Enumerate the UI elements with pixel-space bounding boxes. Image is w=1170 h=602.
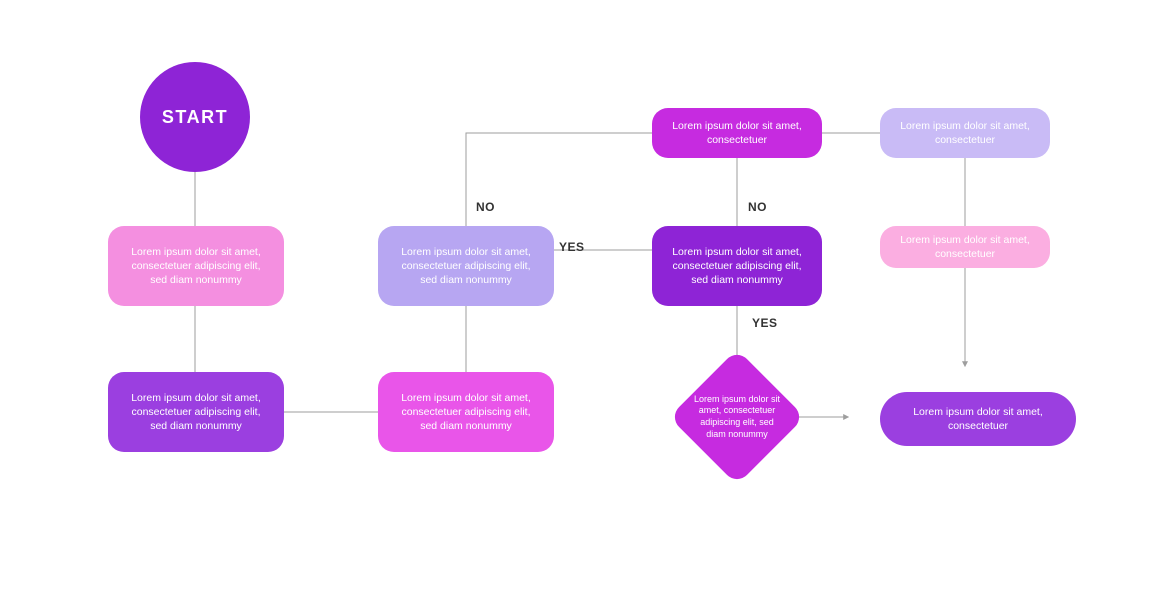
node-end: Lorem ipsum dolor sit amet, consectetuer bbox=[880, 392, 1076, 446]
node-top2-label: Lorem ipsum dolor sit amet, consectetuer bbox=[896, 119, 1034, 147]
node-b1: Lorem ipsum dolor sit amet, consectetuer… bbox=[378, 226, 554, 306]
flowchart-canvas: START Lorem ipsum dolor sit amet, consect… bbox=[0, 0, 1170, 602]
node-d1-label: Lorem ipsum dolor sit amet, consectetuer bbox=[896, 233, 1034, 261]
node-a2: Lorem ipsum dolor sit amet, consectetuer… bbox=[108, 372, 284, 452]
node-b1-label: Lorem ipsum dolor sit amet, consectetuer… bbox=[394, 245, 538, 288]
node-start-label: START bbox=[162, 105, 228, 129]
edge-label-2: NO bbox=[748, 200, 767, 214]
node-a1-label: Lorem ipsum dolor sit amet, consectetuer… bbox=[124, 245, 268, 288]
node-diamond: Lorem ipsum dolor sit amet, consectetuer… bbox=[680, 360, 794, 474]
node-d1: Lorem ipsum dolor sit amet, consectetuer bbox=[880, 226, 1050, 268]
node-a1: Lorem ipsum dolor sit amet, consectetuer… bbox=[108, 226, 284, 306]
node-b2: Lorem ipsum dolor sit amet, consectetuer… bbox=[378, 372, 554, 452]
node-end-label: Lorem ipsum dolor sit amet, consectetuer bbox=[896, 405, 1060, 433]
node-c1-label: Lorem ipsum dolor sit amet, consectetuer… bbox=[668, 245, 806, 288]
edge-label-3: YES bbox=[752, 316, 778, 330]
node-a2-label: Lorem ipsum dolor sit amet, consectetuer… bbox=[124, 391, 268, 434]
edge-label-0: NO bbox=[476, 200, 495, 214]
node-top2: Lorem ipsum dolor sit amet, consectetuer bbox=[880, 108, 1050, 158]
node-b2-label: Lorem ipsum dolor sit amet, consectetuer… bbox=[394, 391, 538, 434]
node-c1: Lorem ipsum dolor sit amet, consectetuer… bbox=[652, 226, 822, 306]
edge-label-1: YES bbox=[559, 240, 585, 254]
node-diamond-label: Lorem ipsum dolor sit amet, consectetuer… bbox=[680, 394, 794, 441]
node-top1-label: Lorem ipsum dolor sit amet, consectetuer bbox=[668, 119, 806, 147]
node-top1: Lorem ipsum dolor sit amet, consectetuer bbox=[652, 108, 822, 158]
node-start: START bbox=[140, 62, 250, 172]
